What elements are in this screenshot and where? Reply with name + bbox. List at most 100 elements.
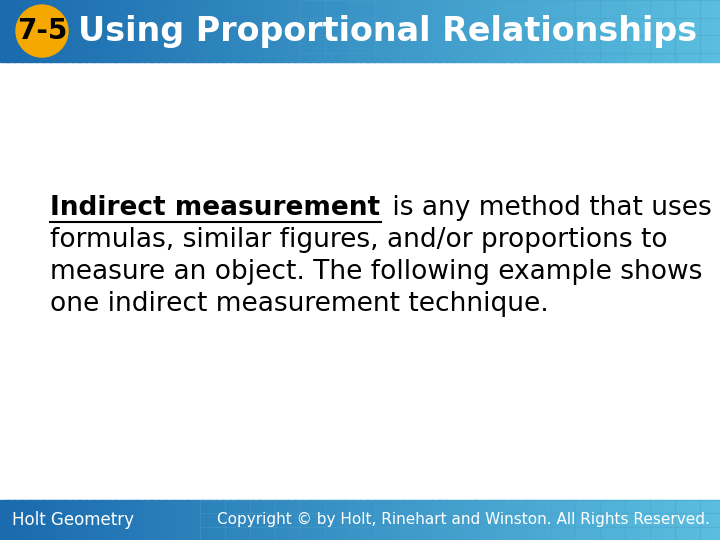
Bar — [108, 500, 116, 540]
Bar — [497, 500, 505, 540]
Bar — [526, 0, 534, 62]
Bar — [626, 0, 634, 62]
Bar — [317, 0, 325, 62]
Bar — [115, 0, 123, 62]
Bar — [612, 500, 620, 540]
Bar — [94, 500, 102, 540]
Bar — [468, 0, 476, 62]
Bar — [605, 500, 613, 540]
Bar — [58, 500, 66, 540]
Bar — [389, 500, 397, 540]
Bar — [346, 0, 354, 62]
Bar — [554, 500, 562, 540]
Bar — [65, 0, 73, 62]
Bar — [108, 0, 116, 62]
Bar — [331, 500, 339, 540]
Bar — [173, 500, 181, 540]
Bar — [252, 0, 260, 62]
Bar — [130, 0, 138, 62]
Bar — [713, 500, 720, 540]
Bar — [317, 500, 325, 540]
Bar — [677, 0, 685, 62]
Bar — [187, 0, 195, 62]
Bar — [605, 0, 613, 62]
Bar — [194, 500, 202, 540]
Bar — [79, 0, 87, 62]
Bar — [187, 500, 195, 540]
Bar — [7, 500, 15, 540]
Bar — [259, 0, 267, 62]
Bar — [374, 500, 382, 540]
Bar — [670, 0, 678, 62]
Text: formulas, similar figures, and/or proportions to: formulas, similar figures, and/or propor… — [50, 227, 668, 253]
Bar — [569, 500, 577, 540]
Bar — [677, 500, 685, 540]
Bar — [122, 500, 130, 540]
Bar — [158, 500, 166, 540]
Bar — [576, 500, 584, 540]
Bar — [382, 0, 390, 62]
Bar — [526, 500, 534, 540]
Bar — [662, 500, 670, 540]
Bar — [684, 500, 692, 540]
Bar — [367, 500, 375, 540]
Bar — [122, 0, 130, 62]
Bar — [706, 0, 714, 62]
Bar — [634, 500, 642, 540]
Bar — [410, 0, 418, 62]
Text: measure an object. The following example shows: measure an object. The following example… — [50, 259, 703, 285]
Bar — [259, 500, 267, 540]
Bar — [583, 500, 591, 540]
Bar — [29, 500, 37, 540]
Bar — [288, 0, 296, 62]
Bar — [518, 500, 526, 540]
Bar — [274, 500, 282, 540]
Bar — [590, 0, 598, 62]
Bar — [137, 0, 145, 62]
Bar — [590, 500, 598, 540]
Bar — [583, 0, 591, 62]
Bar — [432, 500, 440, 540]
Bar — [72, 0, 80, 62]
Bar — [223, 0, 231, 62]
Text: one indirect measurement technique.: one indirect measurement technique. — [50, 291, 549, 317]
Text: Holt Geometry: Holt Geometry — [12, 511, 134, 529]
Bar — [389, 0, 397, 62]
Bar — [151, 0, 159, 62]
Bar — [22, 0, 30, 62]
Bar — [504, 500, 512, 540]
Bar — [396, 0, 404, 62]
Bar — [36, 0, 44, 62]
Bar — [410, 500, 418, 540]
Bar — [115, 500, 123, 540]
Bar — [302, 500, 310, 540]
Bar — [641, 0, 649, 62]
Bar — [382, 500, 390, 540]
Bar — [576, 0, 584, 62]
Text: Copyright © by Holt, Rinehart and Winston. All Rights Reserved.: Copyright © by Holt, Rinehart and Winsto… — [217, 512, 710, 527]
Bar — [79, 500, 87, 540]
Bar — [475, 0, 483, 62]
Bar — [490, 0, 498, 62]
Bar — [403, 500, 411, 540]
Bar — [166, 0, 174, 62]
Bar — [497, 0, 505, 62]
Bar — [461, 0, 469, 62]
Bar — [310, 0, 318, 62]
Bar — [439, 500, 447, 540]
Bar — [281, 500, 289, 540]
Bar — [151, 500, 159, 540]
Bar — [619, 0, 627, 62]
Bar — [144, 500, 152, 540]
Bar — [353, 500, 361, 540]
Bar — [446, 0, 454, 62]
Bar — [274, 0, 282, 62]
Bar — [511, 0, 519, 62]
Bar — [554, 0, 562, 62]
Bar — [482, 0, 490, 62]
Bar — [432, 0, 440, 62]
Bar — [425, 0, 433, 62]
Bar — [230, 0, 238, 62]
Bar — [562, 0, 570, 62]
Bar — [166, 500, 174, 540]
